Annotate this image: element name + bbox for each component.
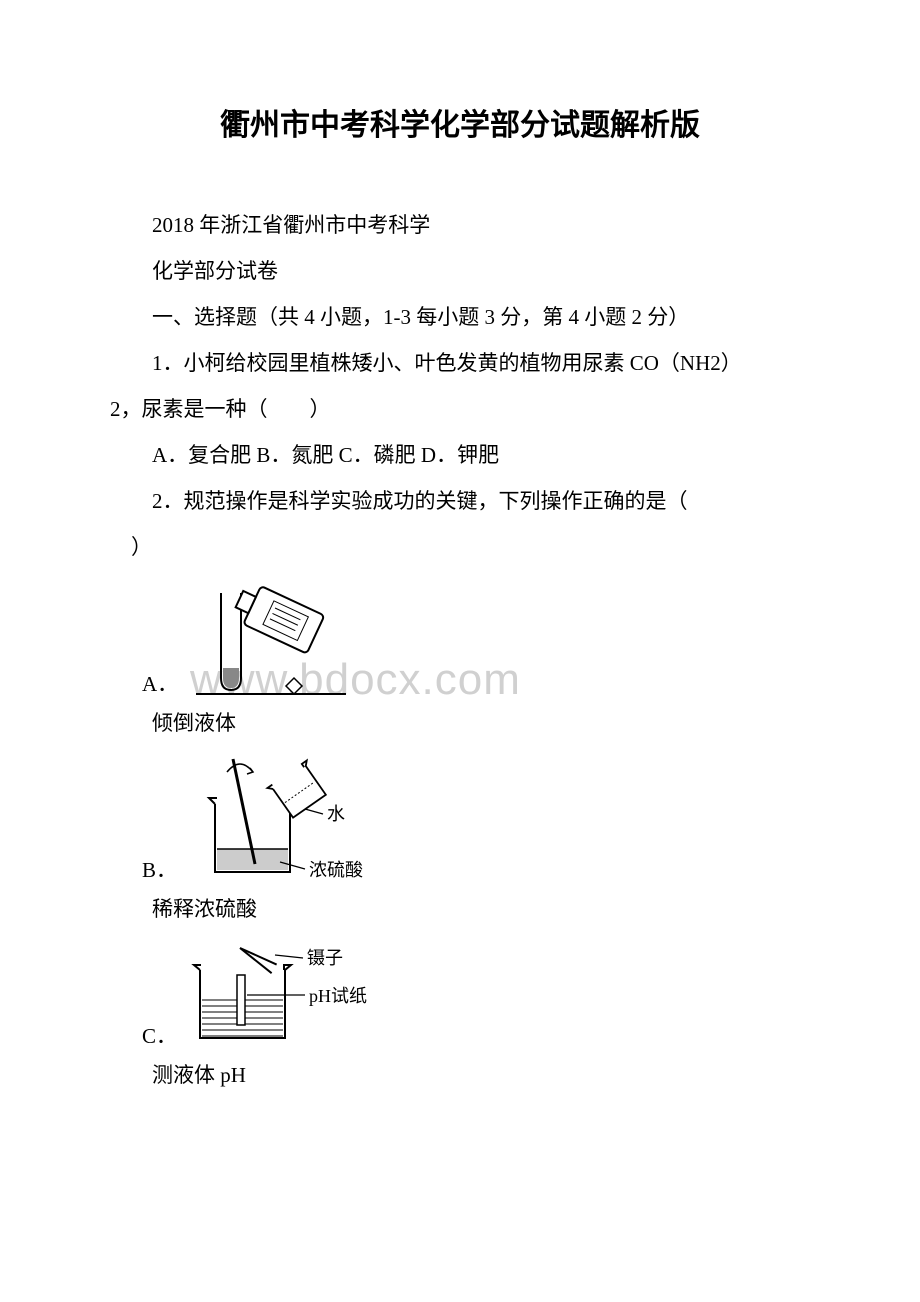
diagram-c-ph-label: pH试纸 xyxy=(309,986,367,1006)
diagram-c-tweezers-label: 镊子 xyxy=(307,948,343,968)
option-c-container: C． xyxy=(142,940,810,1050)
option-a-container: A． xyxy=(142,578,810,698)
question-1-options: A．复合肥 B．氮肥 C．磷肥 D．钾肥 xyxy=(152,434,810,476)
option-c-label: C． xyxy=(142,1020,177,1050)
page-title: 衢州市中考科学化学部分试题解析版 xyxy=(110,100,810,144)
option-a-label: A． xyxy=(142,668,178,698)
question-2-line-1: 2．规范操作是科学实验成功的关键，下列操作正确的是（ xyxy=(110,480,810,522)
option-a-diagram xyxy=(186,578,356,698)
option-b-label: B． xyxy=(142,854,177,884)
question-1-line-1: 1．小柯给校园里植株矮小、叶色发黄的植物用尿素 CO（NH2） xyxy=(110,342,810,384)
subtitle-line-1: 2018 年浙江省衢州市中考科学 xyxy=(110,204,810,246)
option-b-diagram: 水 浓硫酸 xyxy=(185,754,385,884)
subtitle-line-2: 化学部分试卷 xyxy=(110,250,810,292)
document-content: 衢州市中考科学化学部分试题解析版 2018 年浙江省衢州市中考科学 化学部分试卷… xyxy=(110,100,810,1096)
section-heading: 一、选择题（共 4 小题，1-3 每小题 3 分，第 4 小题 2 分） xyxy=(110,296,810,338)
question-1-line-2: 2，尿素是一种（ ） xyxy=(110,388,810,430)
option-c-diagram: 镊子 pH试纸 xyxy=(185,940,395,1050)
option-b-caption: 稀释浓硫酸 xyxy=(152,888,810,930)
diagram-b-water-label: 水 xyxy=(327,804,345,824)
option-b-container: B． xyxy=(142,754,810,884)
question-2-line-2: ） xyxy=(110,526,810,568)
option-a-caption: 倾倒液体 xyxy=(152,702,810,744)
option-c-caption: 测液体 pH xyxy=(152,1054,810,1096)
diagram-b-acid-label: 浓硫酸 xyxy=(309,860,363,880)
